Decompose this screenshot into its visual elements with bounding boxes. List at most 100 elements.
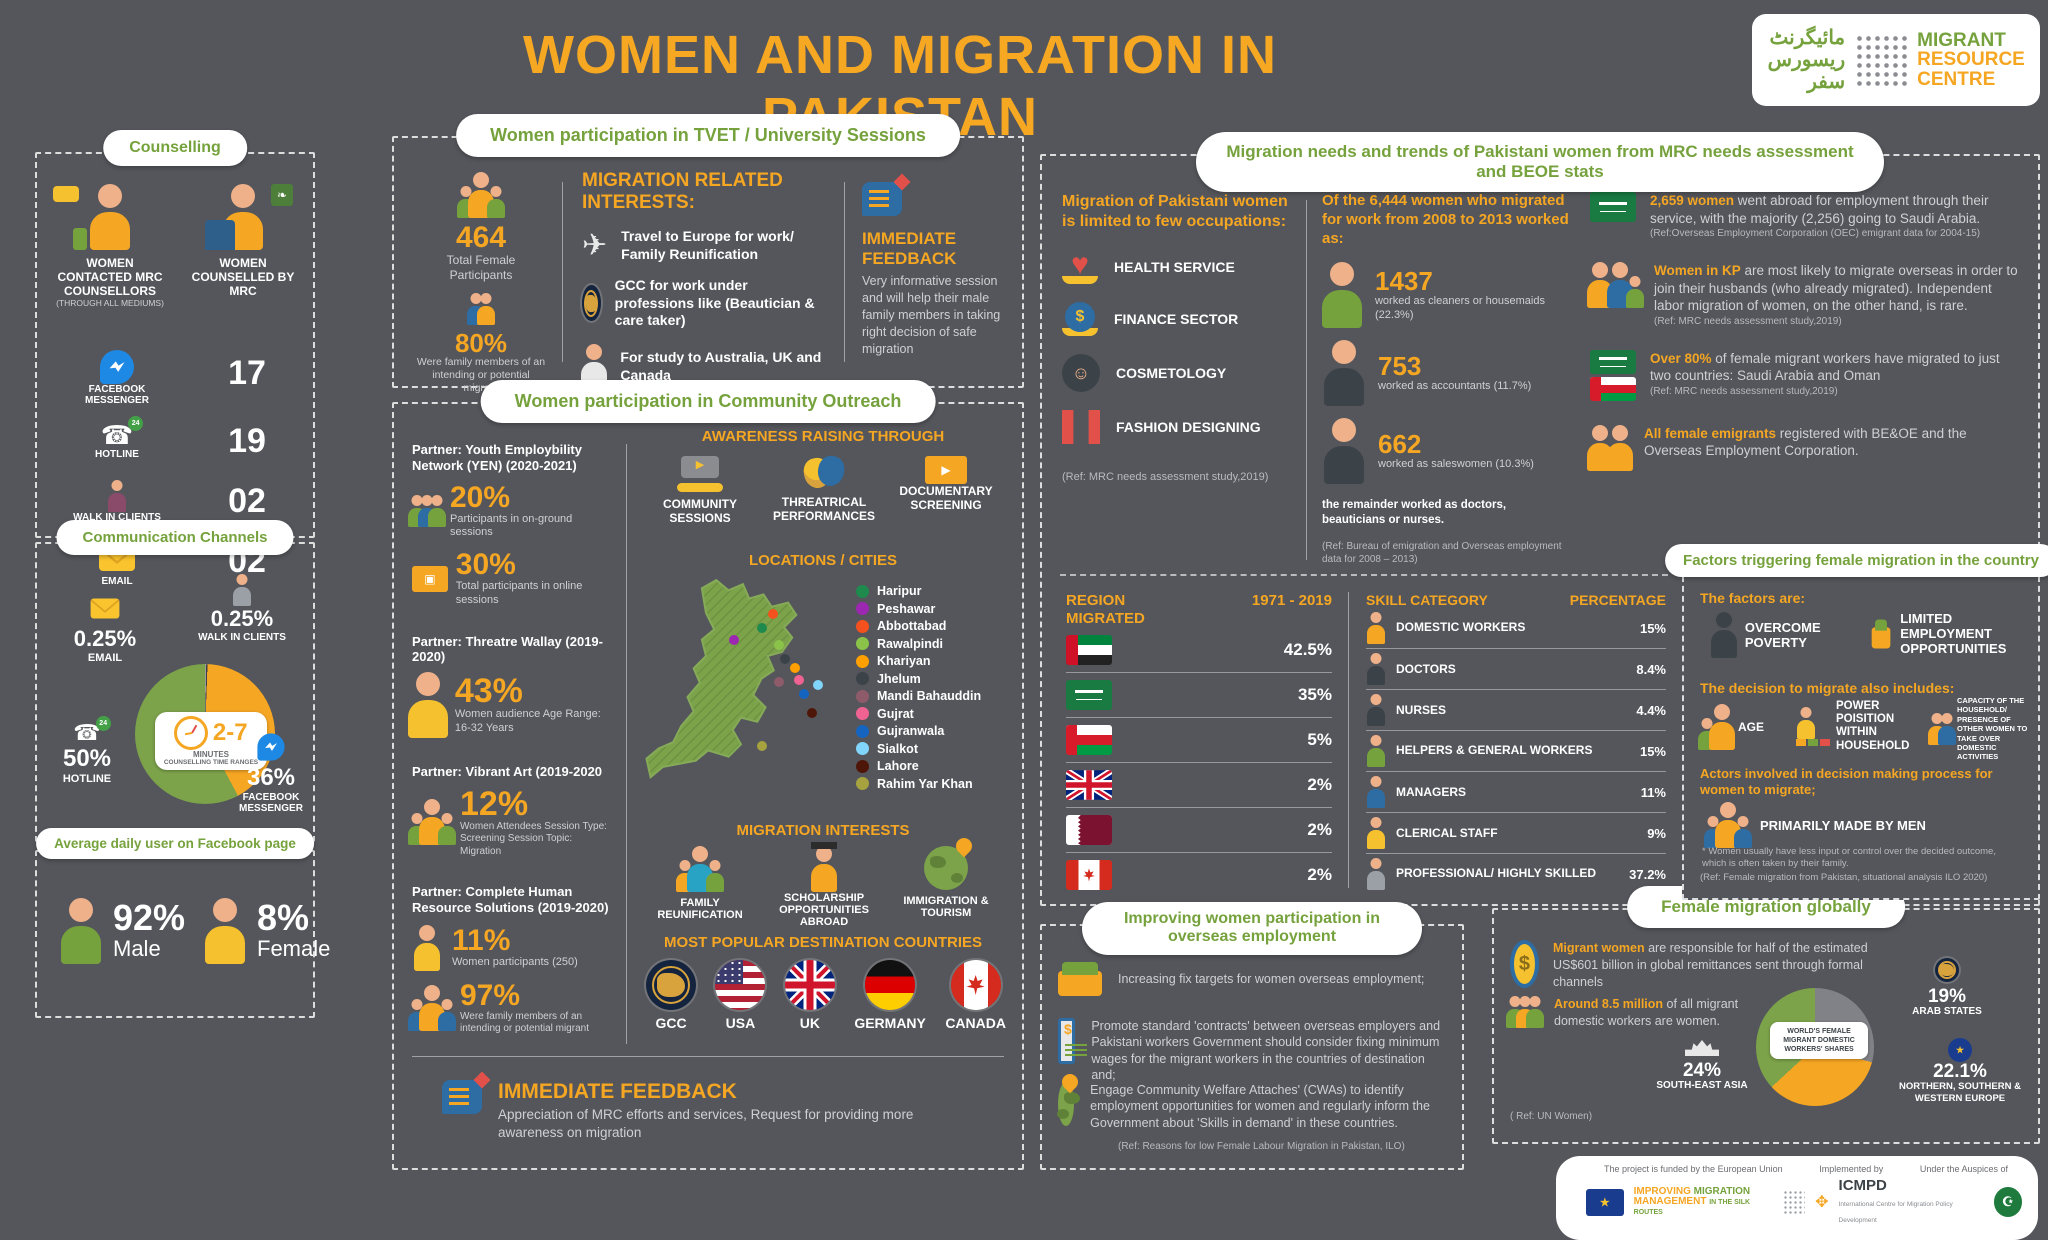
legend-item: Abbottabad (856, 619, 1011, 633)
mrc-logo-line3: CENTRE (1917, 68, 1996, 90)
channel-value: 02 (228, 482, 266, 520)
interest-text: GCC for work under professions like (Bea… (614, 277, 815, 328)
partner-stat-value: 20% (450, 480, 511, 514)
city-dot (856, 672, 869, 685)
gcc-emblem-icon (582, 285, 601, 322)
community-sessions-icon (677, 456, 723, 492)
two-women-icon (1587, 424, 1633, 471)
women-attendees-icon (408, 799, 456, 846)
migration-needs-panel: Migration needs and trends of Pakistani … (1040, 132, 2040, 906)
decision-label: CAPACITY OF THE HOUSEHOLD/ PRESENCE OF O… (1957, 696, 2028, 762)
dollar-coin-icon: $ (1510, 940, 1539, 988)
region-heading: REGION MIGRATED (1066, 592, 1145, 627)
locations-heading: LOCATIONS / CITIES (748, 552, 898, 569)
legend-item: Jhelum (856, 672, 1011, 686)
tvet-stat2-label: Were family members of an intending or p… (416, 356, 546, 395)
city-dot (856, 637, 869, 650)
germany-flag-icon (865, 960, 916, 1010)
skill-label: HELPERS & GENERAL WORKERS (1396, 743, 1593, 758)
worked-value: 753 (1378, 350, 1422, 381)
bullet-lead: 2,659 women (1650, 193, 1735, 208)
contract-icon (1058, 1018, 1088, 1064)
female-figure-icon (203, 898, 247, 964)
global-migration-panel: Female migration globally $ Migrant wome… (1492, 886, 2040, 1144)
skill-row: PROFESSIONAL/ HIGHLY SKILLED 37.2% (1366, 854, 1666, 894)
imm-logo-word1: IMPROVING (1633, 1186, 1691, 1197)
manager-icon (1366, 776, 1386, 808)
walk-in-person-icon (107, 480, 127, 512)
globally-bullet1-text: are responsible for half of the estimate… (1552, 941, 1868, 989)
icmpd-logo: ICMPD International Centre for Migration… (1839, 1178, 1984, 1226)
divider (562, 182, 563, 362)
city-dot (856, 584, 869, 598)
occupation-label: HEALTH SERVICE (1114, 259, 1235, 275)
city-dot (856, 724, 869, 738)
worked-ref: (Ref: Bureau of emigration and Overseas … (1322, 541, 1562, 566)
community-outreach-panel: Women participation in Community Outreac… (392, 380, 1024, 1170)
map-dot-jhelum (780, 653, 791, 664)
canada-flag-icon (950, 960, 1001, 1010)
walkin-pct: 0.25% (210, 606, 274, 631)
europe-label: NORTHERN, SOUTHERN & WESTERN EUROPE (1899, 1081, 2021, 1104)
poverty-icon (1711, 612, 1738, 658)
destination-label: USA (725, 1015, 756, 1031)
nurse-icon (1366, 694, 1386, 726)
worked-heading: Of the 6,444 women who migrated for work… (1322, 192, 1569, 247)
region-pct: 2% (1307, 820, 1332, 839)
skill-row: DOCTORS 8.4% (1366, 649, 1666, 689)
hotline-label: HOTLINE (62, 773, 112, 785)
phone-device-icon (73, 228, 87, 250)
factors-heading3: Actors involved in decision making proce… (1700, 766, 1993, 797)
legend-item: Gujranwala (856, 724, 1011, 738)
divider (626, 444, 627, 1044)
mrc-logo-line2: RESOURCE (1917, 49, 2025, 71)
city-legend: Haripur Peshawar Abbottabad Rawalpindi K… (856, 584, 1011, 791)
female-pct: 8% (257, 897, 310, 938)
tvet-panel: Women participation in TVET / University… (392, 114, 1024, 394)
city-dot (856, 654, 869, 668)
city-name: Abbottabad (877, 619, 947, 633)
skill-pct: 11% (1640, 784, 1666, 800)
mrc-logo-urdu: مائیگرنٹ ریسورس سفر (1767, 27, 1846, 93)
legend-item: Rawalpindi (856, 637, 1011, 651)
globe-plane-icon (1057, 1070, 1082, 1126)
interests-heading: MIGRATION RELATED INTERESTS: (582, 170, 783, 213)
woman-participant-icon (412, 924, 442, 971)
saudi-flag-icon (1590, 192, 1636, 222)
age-icon (1698, 704, 1735, 750)
city-dot (856, 707, 869, 720)
plant-badge-icon: ❧ (271, 184, 293, 206)
professional-icon (1366, 858, 1386, 890)
destination-item: CANADA (945, 960, 1006, 1031)
facebook-users-panel: Average daily user on Facebook page 92% … (35, 828, 330, 1018)
skill-row: HELPERS & GENERAL WORKERS 15% (1366, 731, 1666, 771)
needs-bullet: Women in KP are most likely to migrate o… (1587, 262, 2022, 328)
family-kp-icon (1587, 262, 1644, 309)
partner-stat-value: 97% (460, 978, 521, 1012)
map-dot-lahore (806, 708, 817, 719)
channel-label: FACEBOOK MESSENGER (85, 384, 149, 406)
destination-item: USA (715, 960, 766, 1031)
occupation-label: FINANCE SECTOR (1114, 311, 1239, 327)
legend-item: Sialkot (856, 742, 1011, 756)
divider (412, 1056, 1004, 1057)
bullet-text: went abroad for employment through their… (1650, 193, 1989, 226)
channel-value: 17 (228, 354, 266, 392)
city-dot (856, 602, 869, 615)
worked-note: the remainder worked as doctors, beautic… (1322, 499, 1507, 527)
uk-flag-icon (1066, 770, 1112, 800)
time-unit: MINUTES (193, 750, 229, 759)
partner-stat-label: Participants in on-ground sessions (450, 512, 573, 539)
partner-stat-label: Were family members of an intending or p… (460, 1010, 589, 1035)
factors-heading2: The decision to migrate also includes: (1700, 680, 1955, 696)
destination-flags-row: GCC USA UK GERMANY CANADA (646, 960, 1006, 1031)
footer-implemented-caption: Implemented by (1819, 1164, 1884, 1174)
dashed-divider (1060, 574, 1668, 577)
walkin-label: WALK IN CLIENTS (198, 632, 286, 643)
awareness-heading: AWARENESS RAISING THROUGH (701, 428, 945, 445)
email-icon (90, 598, 120, 619)
chair-icon (205, 220, 235, 250)
partner-name: Partner: Youth Employbility Network (YEN… (412, 442, 582, 474)
time-range: 2-7 (212, 719, 248, 746)
legend-item: Rahim Yar Khan (856, 777, 1011, 791)
